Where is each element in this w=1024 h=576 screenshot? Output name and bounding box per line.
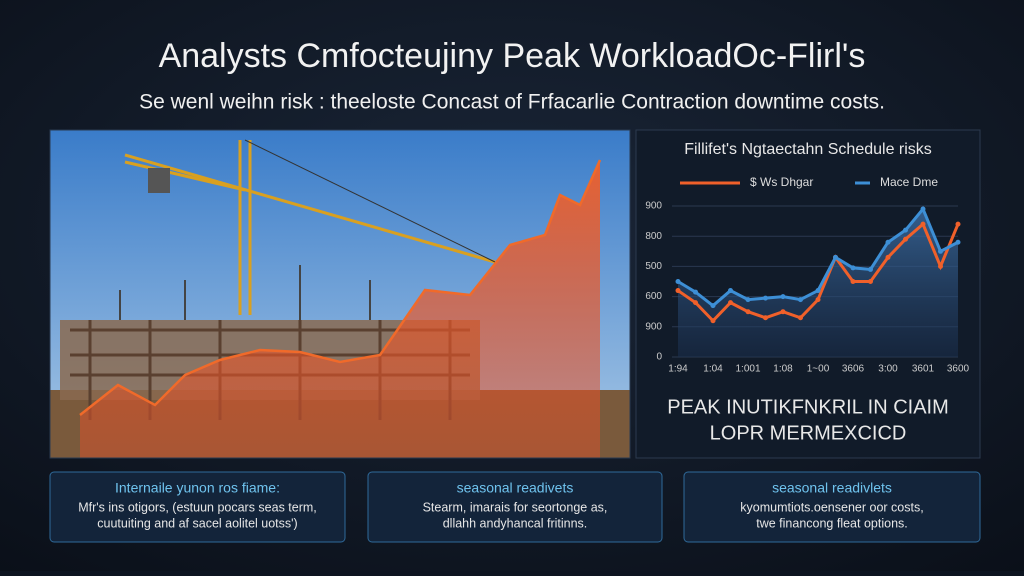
point bbox=[903, 236, 908, 242]
point bbox=[745, 297, 751, 303]
point bbox=[763, 315, 768, 321]
card-text: twe financong fleat options. bbox=[756, 516, 908, 530]
y-tick-label: 900 bbox=[645, 201, 662, 212]
y-tick-label: 800 bbox=[645, 231, 662, 242]
area bbox=[678, 209, 958, 357]
card-text: cuutuiting and af sacel aolitel uotss') bbox=[97, 516, 297, 530]
card-text: kyomumtiots.oensener oor costs, bbox=[740, 500, 923, 514]
x-tick-label: 1:04 bbox=[703, 364, 723, 375]
x-tick-label: 3:00 bbox=[878, 364, 898, 375]
title: Analysts Cmfocteujiny Peak WorkloadOc-Fl… bbox=[159, 37, 866, 75]
card bbox=[367, 471, 663, 543]
chart-title: Fillifet's Ngtaectahn Schedule risks bbox=[684, 141, 932, 158]
point bbox=[710, 303, 716, 309]
point bbox=[868, 266, 873, 272]
point bbox=[693, 300, 698, 306]
x-tick-label: 1:94 bbox=[668, 364, 688, 375]
point bbox=[920, 221, 926, 227]
point bbox=[710, 318, 716, 324]
point bbox=[955, 221, 961, 227]
caption: PEAK INUTIKFNKRIL IN CIAIM bbox=[667, 396, 949, 418]
point bbox=[693, 289, 698, 295]
point bbox=[833, 254, 838, 260]
point bbox=[850, 279, 856, 284]
point bbox=[728, 288, 733, 294]
point bbox=[938, 263, 943, 269]
point bbox=[815, 288, 821, 294]
card-text: Mfr's ins otigors, (estuun pocars seas t… bbox=[78, 500, 317, 514]
point bbox=[868, 279, 873, 284]
point bbox=[815, 297, 821, 303]
point bbox=[920, 206, 926, 212]
point bbox=[728, 300, 733, 306]
caption: LOPR MERMEXCICD bbox=[710, 422, 907, 444]
y-tick-label: 600 bbox=[645, 291, 662, 302]
legend-label: Mace Dme bbox=[880, 175, 938, 189]
y-tick-label: 0 bbox=[656, 352, 662, 363]
point bbox=[885, 254, 891, 260]
point bbox=[850, 265, 856, 271]
point bbox=[675, 288, 681, 294]
point bbox=[763, 295, 768, 301]
y-tick-label: 500 bbox=[645, 261, 662, 272]
point bbox=[885, 239, 891, 245]
card-title: seasonal readivlets bbox=[772, 480, 892, 496]
x-tick-label: 1~00 bbox=[807, 364, 830, 375]
x-tick-label: 3606 bbox=[842, 364, 865, 375]
x-tick-label: 3601 bbox=[912, 364, 935, 375]
point bbox=[780, 294, 786, 300]
photo bbox=[49, 129, 631, 459]
card bbox=[49, 471, 346, 543]
x-tick-label: 1:001 bbox=[735, 364, 760, 375]
card bbox=[683, 471, 981, 543]
point bbox=[955, 239, 961, 245]
point bbox=[745, 309, 751, 315]
y-tick-label: 900 bbox=[645, 321, 662, 332]
x-tick-label: 3600 bbox=[947, 364, 970, 375]
point bbox=[903, 227, 908, 233]
card-title: Internaile yunon ros fiame: bbox=[115, 480, 280, 496]
legend-label: $ Ws Dhgar bbox=[750, 175, 813, 189]
point bbox=[938, 248, 943, 254]
card-text: Stearm, imarais for seortonge as, bbox=[423, 500, 608, 514]
point bbox=[675, 279, 681, 284]
card-text: dllahh andyhancal fritinns. bbox=[443, 516, 588, 530]
x-tick-label: 1:08 bbox=[773, 364, 793, 375]
point bbox=[798, 297, 803, 303]
point bbox=[798, 315, 803, 321]
point bbox=[780, 309, 786, 315]
card-title: seasonal readivets bbox=[457, 480, 574, 496]
subtitle: Se wenl weihn risk : theeloste Concast o… bbox=[139, 91, 885, 114]
